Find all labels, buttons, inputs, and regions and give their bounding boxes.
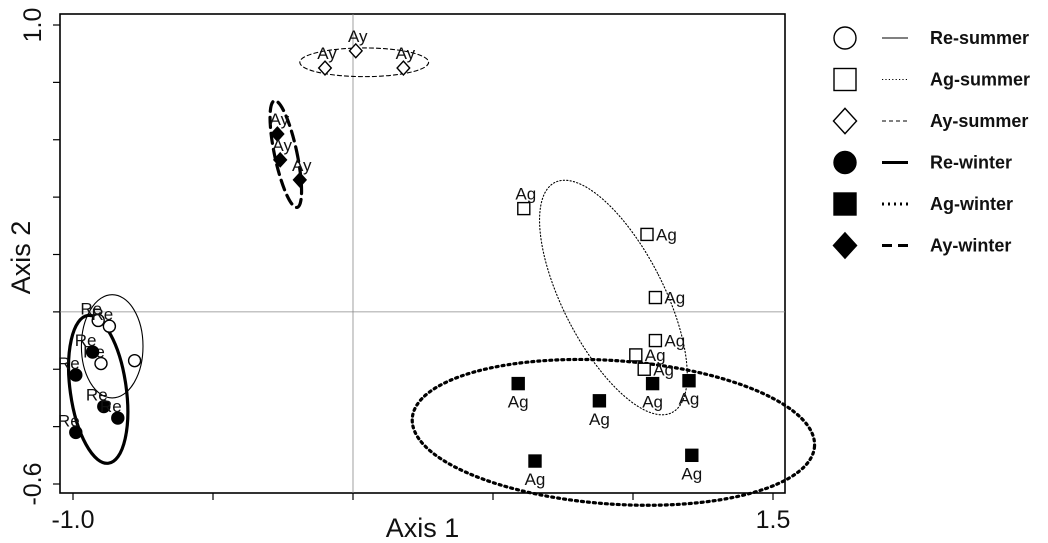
point-re-summer [102,319,117,333]
point-label: Ay [292,156,312,175]
point-ag-winter [528,454,542,468]
point-ay-summer [396,60,411,76]
point-label: Re [86,386,108,405]
data-points: ReReReAgAgAgAgAgAgAyAyAyReReReReReAgAgAg… [58,27,702,489]
legend-marker-ay-winter [832,231,858,260]
x-axis-title: Axis 1 [386,513,460,543]
point-re-winter [85,345,100,359]
x-tick-label: 1.5 [756,506,791,534]
point-label: Ag [681,464,702,483]
point-ag-summer [640,227,654,242]
point-re-summer [91,313,105,328]
point-label: Re [80,299,102,318]
ellipse-re-summer [80,294,144,399]
x-tick-label: -1.0 [51,506,94,534]
point-ag-winter [682,374,696,388]
legend-label-re-summer: Re-summer [930,28,1029,48]
point-label: Ag [679,390,700,409]
point-label: Ag [589,410,610,429]
legend-label-ag-summer: Ag-summer [930,70,1030,90]
point-label: Re [75,331,97,350]
point-ay-winter [270,126,285,142]
point-label: Ag [664,289,685,308]
point-ay-winter [272,151,288,168]
point-ay-winter [292,171,308,188]
point-ag-summer [648,290,663,305]
ellipse-ag-winter [410,357,817,507]
point-label: Ay [396,44,416,63]
legend-label-re-winter: Re-winter [930,153,1012,173]
point-label: Ay [270,110,290,129]
legend-marker-ay-summer [832,107,858,135]
point-re-summer [127,353,142,368]
point-label: Ag [664,332,685,351]
point-re-winter [69,368,83,382]
axis-ticks: -1.0 1.5 1.0 -0.6 [19,8,790,534]
point-label: Ag [656,225,677,244]
point-label: Ag [515,185,536,204]
plot-frame [59,13,786,494]
point-label: Ay [317,44,337,63]
ellipse-ay-summer [299,47,430,78]
point-ag-winter [511,376,525,391]
point-ag-summer [517,201,531,216]
point-label: Ag [525,470,546,489]
ellipse-ag-summer [539,179,688,416]
ellipse-re-winter [66,313,130,465]
point-ag-summer [629,348,643,362]
legend-label-ay-summer: Ay-summer [930,111,1028,131]
y-tick-label: -0.6 [19,462,47,505]
point-ay-summer [317,60,333,76]
point-ay-summer [348,42,364,59]
point-label: Re [92,305,114,324]
point-ag-winter [685,448,699,463]
legend-marker-re-summer [833,26,857,50]
point-label: Ay [348,27,368,46]
legend-label-ay-winter: Ay-winter [930,236,1011,256]
point-label: Re [100,397,122,416]
point-ag-winter [592,394,607,408]
point-re-winter [111,411,125,425]
point-re-winter [69,425,83,440]
point-label: Ag [508,393,529,412]
point-label: Ag [645,346,666,365]
point-ag-summer [637,362,651,376]
legend-marker-ag-summer [833,67,857,92]
legend-marker-re-winter [833,150,857,175]
point-re-summer [94,356,108,371]
legend-label-ag-winter: Ag-winter [930,194,1013,214]
point-label: Ay [272,136,292,155]
point-label: Re [58,354,80,373]
point-ag-summer [648,333,663,348]
point-label: Re [58,411,80,430]
legend: Re-summer Ag-summer Ay-summer Re-winter Ag-w… [832,26,1030,260]
point-label: Ag [653,360,674,379]
ellipse-ay-winter [268,99,304,210]
group-ellipses [66,47,817,507]
y-tick-label: 1.0 [19,8,47,43]
y-axis-title: Axis 2 [6,221,36,295]
legend-marker-ag-winter [833,192,857,216]
point-label: Ag [642,393,663,412]
point-re-winter [97,399,111,414]
plot-border [59,13,786,494]
point-ag-winter [645,376,660,391]
